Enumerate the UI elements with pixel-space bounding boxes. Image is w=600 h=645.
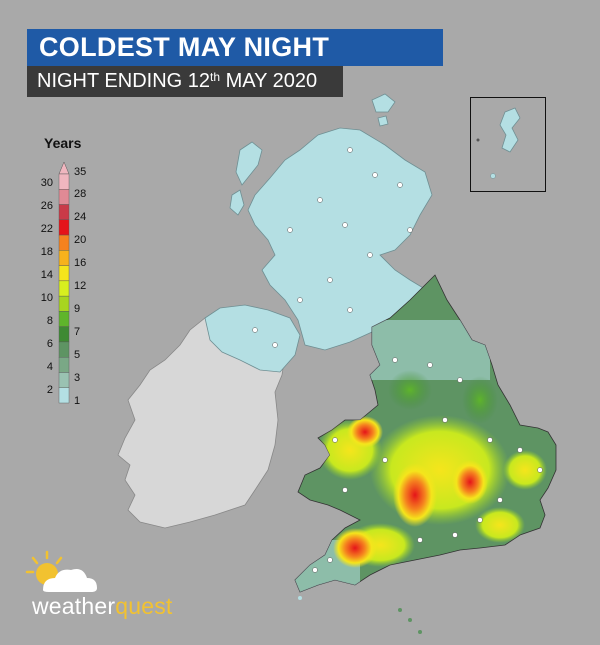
legend-swatch — [58, 356, 70, 373]
weatherquest-sun-cloud-icon — [25, 550, 97, 592]
legend-swatch — [58, 250, 70, 266]
station-markers — [252, 147, 543, 573]
legend-swatch — [58, 280, 70, 297]
channel-island-3 — [398, 608, 402, 612]
legend-label-right-10: 3 — [74, 372, 81, 384]
legend-swatch — [58, 295, 70, 312]
legend-label-right-4: 20 — [74, 234, 87, 246]
northern-ireland — [204, 304, 301, 373]
shetland-islands — [499, 107, 521, 153]
legend-label-right-2: 28 — [74, 188, 87, 200]
subtitle-prefix: NIGHT ENDING 12 — [37, 70, 210, 92]
hebrides-south — [229, 189, 245, 216]
legend-swatch — [58, 372, 70, 388]
legend-label-left-9: 4 — [46, 361, 53, 373]
orkney-islands — [371, 93, 396, 113]
legend-label-left-8: 6 — [46, 338, 53, 350]
weatherquest-logo: weatherquest — [32, 593, 173, 620]
logo-weather: weather — [32, 593, 116, 619]
subtitle-superscript: th — [210, 70, 221, 84]
legend-label-right-1: 35 — [74, 166, 87, 178]
legend-label-right-9: 5 — [74, 349, 81, 361]
legend-label-left-2: 26 — [40, 200, 53, 212]
legend-label-right-11: 1 — [74, 395, 81, 407]
legend-label-left-10: 2 — [46, 384, 53, 396]
legend-swatch — [58, 219, 70, 236]
legend-swatch — [58, 326, 70, 343]
map-title: COLDEST MAY NIGHT SINCE… — [27, 29, 443, 99]
western-isles — [235, 141, 263, 186]
legend-label-right-7: 9 — [74, 303, 81, 315]
legend-label-left-4: 18 — [40, 246, 53, 258]
legend-label-left-5: 14 — [40, 269, 53, 281]
orkney-small — [377, 115, 389, 127]
legend-swatch — [58, 173, 70, 190]
channel-island-1 — [408, 618, 412, 622]
legend-swatch — [58, 265, 70, 282]
legend-label-right-5: 16 — [74, 257, 87, 269]
legend-colorbar — [58, 161, 70, 404]
legend-swatch — [58, 341, 70, 358]
legend-title: Years — [44, 135, 82, 151]
scilly-isles — [298, 596, 302, 600]
foula — [476, 138, 480, 142]
legend-label-right-8: 7 — [74, 326, 81, 338]
legend-label-left-3: 22 — [40, 223, 53, 235]
map-subtitle: NIGHT ENDING 12th MAY 2020 — [27, 66, 343, 97]
legend-swatch — [58, 189, 70, 205]
legend-label-right-6: 12 — [74, 280, 87, 292]
legend-label-left-1: 30 — [40, 177, 53, 189]
legend-label-left-7: 8 — [46, 315, 53, 327]
fair-isle — [490, 173, 496, 179]
legend-swatch — [58, 204, 70, 220]
subtitle-suffix: MAY 2020 — [220, 70, 318, 92]
channel-island-2 — [418, 630, 422, 634]
scotland — [247, 127, 433, 351]
legend-swatch — [58, 311, 70, 327]
legend-swatch — [58, 387, 70, 404]
legend-label-right-3: 24 — [74, 211, 87, 223]
logo-quest: quest — [115, 593, 173, 619]
legend-label-left-6: 10 — [40, 292, 53, 304]
shetland-inset-frame — [470, 97, 546, 192]
legend-swatch — [58, 234, 70, 251]
